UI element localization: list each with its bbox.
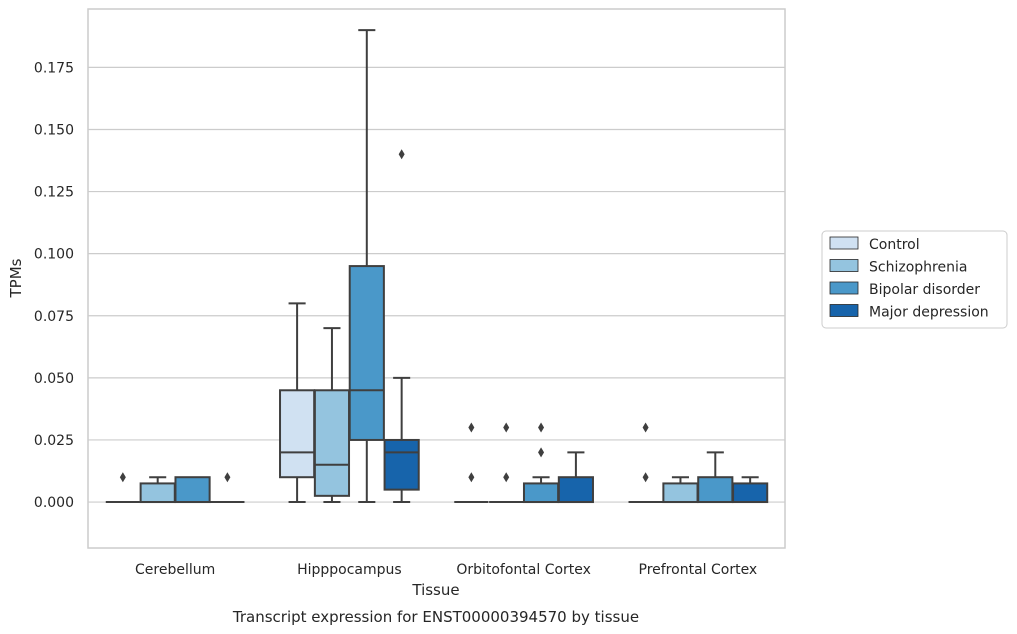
chart-title: Transcript expression for ENST0000039457…: [232, 608, 639, 626]
y-tick-label: 0.125: [34, 185, 74, 201]
legend-swatch: [829, 304, 859, 317]
box-plot-area: [105, 29, 769, 504]
box-body: [697, 476, 734, 504]
gridlines: [88, 66, 785, 503]
y-axis-ticks: 0.000 0.025 0.050 0.075 0.100 0.125 0.150 0.175: [34, 60, 74, 511]
box-body: [662, 482, 699, 504]
legend-label: Schizophrenia: [869, 260, 967, 276]
y-tick-label: 0.050: [34, 371, 74, 387]
box-2-3: [557, 451, 594, 504]
box-1-0: [279, 302, 316, 504]
box-1-2: [348, 29, 385, 504]
legend-swatch: [829, 281, 859, 295]
y-tick-label: 0.025: [34, 433, 74, 449]
box-0-2: [174, 476, 211, 504]
outlier-point: [468, 422, 475, 433]
box-3-0: [628, 422, 663, 504]
outlier-point: [224, 472, 231, 483]
x-axis-ticks: Cerebellum Hipppocampus Orbitofontal Corte…: [135, 562, 757, 578]
outlier-point: [503, 422, 510, 433]
box-body: [522, 482, 560, 504]
outlier-point: [468, 472, 475, 483]
y-tick-label: 0.000: [34, 495, 74, 511]
box-body: [732, 482, 769, 504]
y-tick-label: 0.075: [34, 309, 74, 325]
box-body: [313, 389, 351, 497]
box-3-2: [697, 451, 734, 504]
box-0-3: [210, 472, 245, 504]
outlier-point: [503, 472, 510, 483]
box-0-0: [105, 472, 140, 504]
box-body: [383, 438, 420, 491]
legend-label: Control: [869, 237, 920, 253]
outlier-point: [538, 447, 545, 458]
box-body: [348, 265, 385, 441]
outlier-point: [119, 472, 126, 483]
box-3-3: [732, 476, 769, 504]
box-body: [557, 476, 594, 504]
box-2-0: [454, 422, 489, 504]
legend-frame: [821, 230, 1008, 329]
y-tick-label: 0.100: [34, 247, 74, 263]
outlier-point: [642, 422, 649, 433]
box-body: [279, 389, 316, 479]
box-2-2: [522, 422, 560, 504]
box-2-1: [489, 422, 524, 504]
plot-frame: [87, 8, 786, 549]
x-tick-label: Cerebellum: [135, 562, 215, 578]
x-axis-title: Tissue: [411, 581, 459, 599]
legend-label: Bipolar disorder: [869, 282, 980, 298]
outlier-point: [398, 149, 405, 160]
y-tick-label: 0.175: [34, 60, 74, 76]
outlier-point: [538, 422, 545, 433]
box-3-1: [662, 476, 699, 504]
x-tick-label: Orbitofontal Cortex: [456, 562, 591, 578]
box-body: [174, 476, 211, 504]
legend-label: Major depression: [869, 305, 989, 321]
legend-swatch: [829, 236, 859, 250]
box-1-3: [383, 149, 420, 504]
outlier-point: [642, 472, 649, 483]
box-1-1: [313, 327, 351, 504]
x-tick-label: Prefrontal Cortex: [639, 562, 758, 578]
x-tick-label: Hipppocampus: [297, 562, 402, 578]
y-tick-label: 0.150: [34, 122, 74, 138]
legend-swatch: [829, 259, 859, 272]
legend: Control Schizophrenia Bipolar disorder Majo…: [821, 230, 1008, 329]
box-0-1: [139, 476, 176, 504]
y-axis-title: TPMs: [7, 258, 25, 298]
box-body: [139, 482, 176, 504]
